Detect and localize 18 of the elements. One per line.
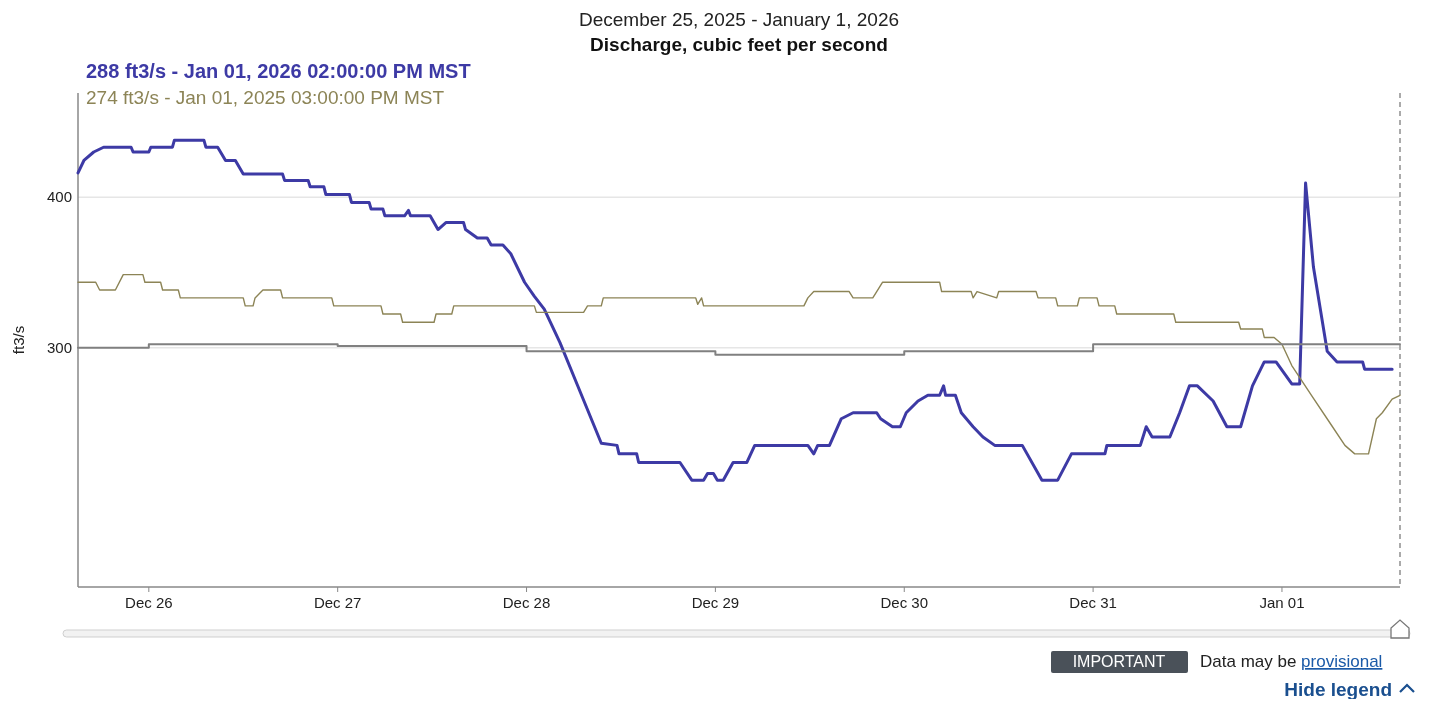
text: Data may be provisional [1200, 652, 1383, 671]
x-tick-label: Dec 28 [502, 594, 551, 611]
line-series [77, 273, 1401, 455]
x-tick-label: Dec 27 [313, 594, 362, 611]
y-tick-label: 300 [46, 339, 72, 357]
y-axis-title: ft3/s [10, 325, 27, 355]
x-tick-label: Dec 31 [1069, 594, 1117, 611]
text: 288 ft3/s - Jan 01, 2026 02:00:00 PM MST [86, 60, 471, 82]
chart-subtitle: December 25, 2025 - January 1, 2026 [578, 9, 900, 30]
x-tick-label: Dec 29 [691, 594, 740, 611]
x-tick-label: Dec 26 [125, 594, 173, 611]
x-tick-label: Jan 01 [1259, 594, 1305, 611]
line-series [76, 138, 1394, 482]
text: 274 ft3/s - Jan 01, 2025 03:00:00 PM MST [86, 87, 445, 108]
text: IMPORTANT [1072, 653, 1166, 670]
y-tick-label: 400 [46, 188, 72, 206]
chart-title: Discharge, cubic feet per second [590, 34, 888, 55]
x-tick-label: Dec 30 [880, 594, 929, 611]
